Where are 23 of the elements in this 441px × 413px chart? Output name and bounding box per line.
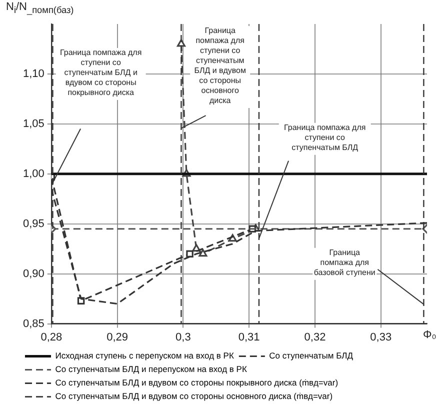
y-tick-label: 0,85 (22, 318, 44, 330)
y-tick-label: 0,90 (22, 268, 44, 280)
y-tick-label: 1,00 (22, 168, 44, 180)
x-tick-label: 0,31 (238, 331, 260, 344)
legend-label: Со ступенчатым БЛД (269, 350, 354, 361)
x-tick-label: 0,32 (304, 331, 326, 344)
x-tick-label: 0,33 (370, 331, 392, 344)
ref-line-label: Граница помпажа для ступени со ступенчатым БЛД и вдувом со стороны основного диска (194, 26, 246, 106)
ref-line-label: Граница помпажа для ступени со ступенчатым БЛД (284, 123, 366, 152)
y-tick-label: 1,05 (22, 118, 44, 130)
x-tick-label: 0,3 (176, 331, 191, 344)
x-axis-title: Φ₀ (423, 328, 436, 341)
y-tick-label: 1,10 (22, 68, 44, 80)
ref-line-label: Граница помпажа для базовой ступени (314, 248, 376, 278)
x-tick-label: 0,28 (40, 331, 62, 344)
legend-label: Со ступенчатым БЛД и вдувом со стороны покрывного диска (ṁвд=var) (55, 378, 338, 388)
legend-label: Исходная ступень с перепуском на вход в РК (55, 350, 234, 361)
y-tick-label: 0,95 (22, 218, 44, 230)
ref-line-label: Граница помпажа для ступени со ступенчатым БЛД и вдувом со стороны покрывного диска (60, 48, 142, 98)
y-axis-title: N$_{i}$/N$_{_помп(баз)}$ (6, 1, 74, 16)
legend-label: Со ступенчатым БЛД и перепуском на вход в РК (55, 364, 247, 374)
legend-label: Со ступенчатым БЛД и вдувом со стороны основного диска (ṁвд=var) (55, 391, 333, 402)
x-tick-label: 0,29 (106, 331, 128, 344)
